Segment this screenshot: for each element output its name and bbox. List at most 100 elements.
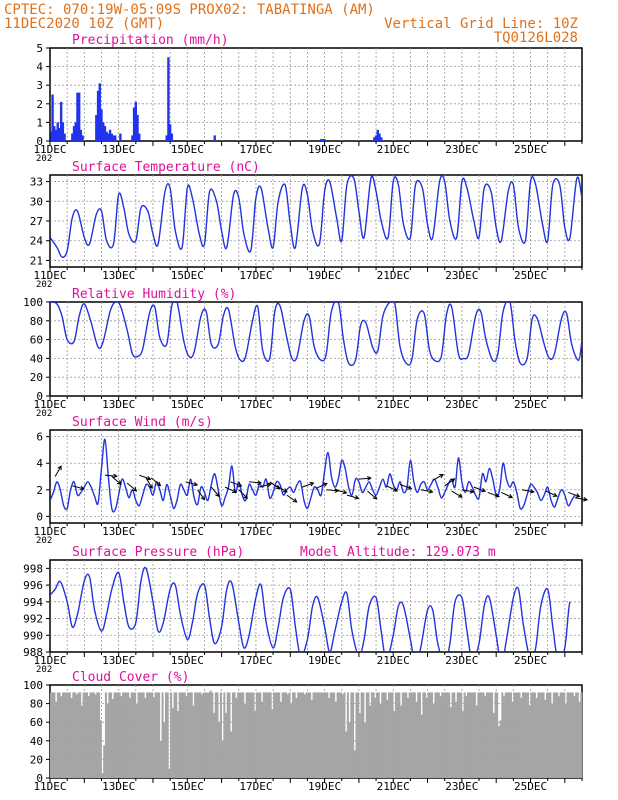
cloud-bar — [523, 692, 526, 778]
cloud-bar — [501, 692, 504, 778]
precip-bar — [56, 122, 59, 141]
cloud-bar — [164, 692, 167, 778]
wind-arrow-shaft — [461, 489, 474, 493]
cloud-bar — [376, 692, 379, 778]
wind-arrow-head — [322, 482, 328, 487]
wind-arrow-shaft — [269, 481, 280, 490]
cloud-bar — [75, 694, 78, 778]
cloud-bar — [329, 692, 332, 778]
cloud-bar — [364, 722, 367, 778]
pres-xtick-label: 15DEC — [171, 654, 204, 667]
cloud-bar — [65, 692, 68, 778]
precip-bar — [76, 92, 79, 141]
cloud-bar — [201, 694, 204, 778]
cloud-bar — [183, 692, 186, 778]
cloud-bar — [328, 698, 331, 778]
cloud-bar — [410, 692, 413, 778]
cloud-bar — [350, 692, 353, 778]
cloud-bar — [442, 692, 446, 778]
precip-panel: 0 1 2 3 4 5 Precipitation (mm/h) 11DEC 13DEC 15DE… — [33, 33, 583, 164]
cloud-xtick-label: 17DEC — [239, 780, 272, 793]
cloud-bar — [341, 694, 344, 778]
cloud-bar — [259, 692, 262, 778]
cloud-bar — [309, 692, 312, 778]
pres-xtick-label: 25DEC — [514, 654, 547, 667]
pres-xtick-label: 17DEC — [239, 654, 272, 667]
cloud-bar — [398, 692, 401, 778]
cloud-bar — [557, 696, 560, 778]
cloud-bar — [170, 692, 173, 778]
cloud-bar — [513, 692, 516, 778]
precip-bar — [380, 137, 383, 141]
cloud-bar — [360, 692, 363, 778]
cloud-xtick-label: 13DEC — [102, 780, 135, 793]
cloud-bar — [245, 692, 248, 778]
cloud-bar — [446, 692, 449, 778]
rh-xtick-label: 23DEC — [445, 398, 478, 411]
cloud-bar — [367, 692, 370, 778]
cloud-bar — [389, 692, 392, 778]
cloud-bar — [180, 692, 183, 778]
precip-xtick-label: 17DEC — [239, 143, 272, 156]
cloud-bar — [255, 692, 258, 778]
wind-arrow-head — [407, 485, 413, 490]
cloud-bar — [441, 692, 444, 778]
precip-bar — [168, 124, 172, 141]
pres-ytick-label: 990 — [23, 629, 43, 642]
cloud-bar — [295, 698, 298, 778]
wind-xtick-label: 23DEC — [445, 525, 478, 538]
cloud-bar — [535, 698, 538, 778]
cloud-bar — [355, 692, 358, 778]
cloud-bar — [122, 692, 125, 778]
temp-line — [50, 175, 582, 258]
cloud-bar — [571, 692, 574, 778]
cloud-bar — [185, 696, 188, 778]
wind-arrow-head — [231, 488, 237, 493]
wind-arrow-shaft — [315, 482, 328, 489]
cloud-bar — [520, 698, 523, 778]
wind-frame — [49, 429, 583, 524]
precip-bar — [74, 122, 77, 141]
cloud-bar — [388, 692, 391, 778]
cloud-bar — [283, 692, 286, 778]
cloud-bar — [503, 696, 506, 778]
cloud-bar — [62, 692, 65, 778]
precip-bar — [167, 57, 170, 141]
cloud-bar — [511, 701, 514, 778]
wind-arrow-shaft — [568, 491, 580, 498]
cloud-bar — [451, 692, 454, 778]
cloud-bar — [91, 692, 94, 778]
cloud-bar — [425, 698, 428, 778]
precip-bar — [53, 126, 56, 141]
cloud-bar — [386, 699, 389, 778]
cloud-bar — [338, 692, 341, 778]
wind-arrow-shaft — [259, 483, 272, 488]
pres-ytick-label: 988 — [23, 646, 43, 659]
cloud-bar — [247, 692, 250, 778]
cloud-bar — [286, 694, 289, 778]
cloud-bar — [455, 701, 458, 778]
cloud-bar — [420, 714, 423, 778]
temp-ytick-label: 30 — [30, 195, 43, 208]
cloud-bar — [106, 703, 109, 778]
cloud-bar — [357, 692, 360, 778]
wind-arrow-head — [79, 485, 85, 491]
wind-arrow-shaft — [420, 489, 433, 493]
cloud-bar — [532, 692, 535, 778]
wind-arrow-shaft — [302, 482, 314, 488]
cloud-bar — [269, 692, 272, 778]
wind-ytick-label: 2 — [36, 484, 43, 497]
cloud-bar — [257, 692, 260, 778]
wind-ytick-label: 0 — [36, 510, 43, 523]
precip-xtick-label: 13DEC — [102, 143, 135, 156]
cloud-bar — [348, 722, 351, 778]
temp-xtick-label: 23DEC — [445, 269, 478, 282]
cloud-ytick-label: 0 — [36, 772, 43, 785]
wind-arrow-shaft — [54, 465, 62, 477]
cloud-ytick-label: 40 — [30, 735, 43, 748]
precip-bar — [319, 139, 323, 141]
wind-arrow-head — [529, 489, 535, 494]
cloud-bar — [319, 692, 322, 778]
cloud-bar — [509, 692, 512, 778]
wind-arrow-shaft — [451, 490, 463, 498]
